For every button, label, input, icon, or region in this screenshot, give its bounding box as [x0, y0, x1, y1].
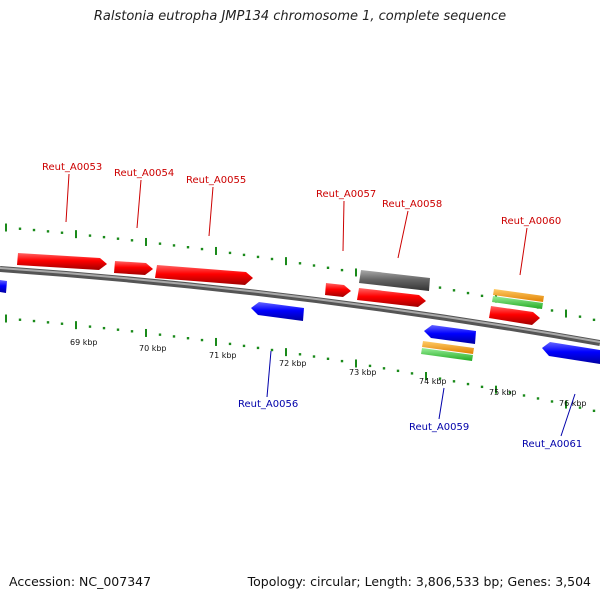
gene-reut-a0056[interactable]	[251, 302, 304, 321]
label-reut-a0060[interactable]: Reut_A0060	[501, 216, 561, 227]
label-reut-a0061[interactable]: Reut_A0061	[522, 439, 582, 450]
label-reut-a0056[interactable]: Reut_A0056	[238, 399, 298, 410]
label-reut-a0058[interactable]: Reut_A0058	[382, 199, 442, 210]
leader-a0054	[136, 179, 142, 229]
rna-features-reverse	[421, 341, 474, 361]
leader-a0057	[342, 200, 345, 252]
leader-a0061	[560, 393, 576, 437]
summary-text: Topology: circular; Length: 3,806,533 bp…	[247, 574, 591, 589]
tick-row-reverse	[5, 314, 596, 413]
map-title: Ralstonia eutropha JMP134 chromosome 1, …	[93, 9, 507, 24]
leader-a0055	[208, 186, 214, 237]
leader-a0056	[266, 350, 272, 398]
kbp-label-71: 71 kbp	[209, 351, 237, 360]
forward-leaders	[65, 173, 528, 276]
label-reut-a0055[interactable]: Reut_A0055	[186, 175, 246, 186]
reverse-gene-labels: Reut_A0056 Reut_A0059 Reut_A0061	[238, 399, 582, 450]
kbp-label-69: 69 kbp	[70, 338, 98, 347]
green-feature-bottom[interactable]	[421, 348, 473, 361]
gene-reut-a0059[interactable]	[424, 325, 476, 344]
tick-row-forward	[5, 223, 596, 322]
accession-text: Accession: NC_007347	[9, 574, 152, 589]
leader-a0059	[438, 387, 445, 420]
kbp-label-76: 76 kbp	[559, 399, 587, 408]
gene-partial-left[interactable]	[0, 280, 7, 293]
kbp-labels: 69 kbp 70 kbp 71 kbp 72 kbp 73 kbp 74 kb…	[70, 338, 587, 408]
gene-reut-a0060[interactable]	[489, 306, 540, 325]
green-feature-top[interactable]	[492, 296, 543, 309]
gene-reut-a0061[interactable]	[542, 342, 600, 364]
rna-features-forward	[359, 270, 544, 309]
gene-reut-a0053[interactable]	[17, 253, 107, 270]
label-reut-a0053[interactable]: Reut_A0053	[42, 162, 102, 173]
label-reut-a0054[interactable]: Reut_A0054	[114, 168, 174, 179]
backbone	[0, 266, 600, 346]
orange-feature-bottom[interactable]	[422, 341, 474, 354]
gene-reut-a0057[interactable]	[325, 283, 351, 297]
leader-a0058	[397, 210, 409, 259]
label-reut-a0057[interactable]: Reut_A0057	[316, 189, 376, 200]
kbp-label-75: 75 kbp	[489, 388, 517, 397]
kbp-label-73: 73 kbp	[349, 368, 377, 377]
leader-a0053	[65, 173, 70, 223]
kbp-label-72: 72 kbp	[279, 359, 307, 368]
forward-genes	[17, 253, 540, 325]
gene-reut-a0054[interactable]	[114, 261, 153, 275]
label-reut-a0059[interactable]: Reut_A0059	[409, 422, 469, 433]
gene-reut-a0055[interactable]	[155, 265, 253, 285]
orange-feature-top[interactable]	[493, 289, 544, 302]
forward-gene-labels: Reut_A0053 Reut_A0054 Reut_A0055 Reut_A0…	[42, 162, 561, 227]
gene-reut-a0058[interactable]	[357, 288, 426, 307]
reverse-leaders	[266, 350, 576, 437]
leader-a0060	[519, 227, 528, 276]
reverse-genes	[0, 280, 600, 364]
kbp-label-74: 74 kbp	[419, 377, 447, 386]
gray-feature[interactable]	[359, 270, 430, 291]
kbp-label-70: 70 kbp	[139, 344, 167, 353]
